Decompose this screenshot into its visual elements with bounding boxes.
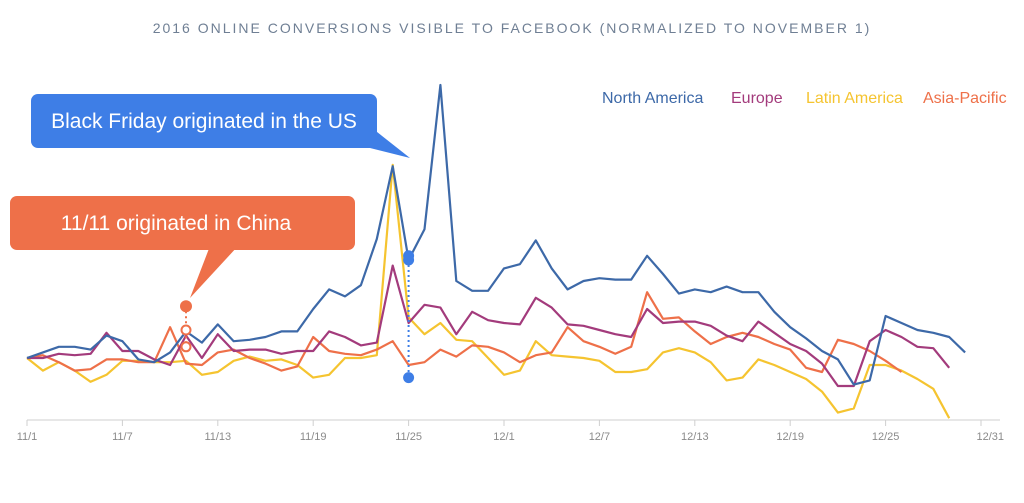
singles-day-callout-pointer <box>190 246 238 298</box>
x-tick-label: 12/25 <box>872 431 900 443</box>
x-tick-label: 12/13 <box>681 431 709 443</box>
x-tick-label: 12/31 <box>976 431 1004 443</box>
x-tick-label: 11/7 <box>112 431 133 443</box>
singles-day-marker <box>180 300 192 313</box>
black-friday-marker <box>403 250 415 262</box>
legend: North America Europe Latin America Asia-Pac… <box>602 90 1007 107</box>
x-tick-label: 12/1 <box>493 431 514 443</box>
x-tick-label: 11/25 <box>395 431 422 443</box>
singles-day-callout-box <box>10 196 355 250</box>
x-tick-label: 11/13 <box>204 431 231 443</box>
x-tick-label: 11/1 <box>17 431 38 443</box>
annotations: Black Friday originated in the US 11/11 o… <box>10 94 415 384</box>
x-tick-label: 12/19 <box>776 431 804 443</box>
black-friday-callout-text: Black Friday originated in the US <box>51 110 357 133</box>
x-axis: 11/1 11/7 11/13 11/19 11/25 12/1 12/7 12/13 12/1… <box>17 419 1004 443</box>
singles-day-callout-text: 11/11 originated in China <box>61 212 292 235</box>
chart-title: 2016 ONLINE CONVERSIONS VISIBLE TO FACEB… <box>152 20 872 36</box>
black-friday-marker <box>403 372 415 384</box>
legend-item-europe: Europe <box>731 90 783 107</box>
legend-item-asia-pacific: Asia-Pacific <box>923 90 1007 107</box>
x-tick-label: 12/7 <box>589 431 610 443</box>
series-line-latin-america <box>26 163 951 419</box>
series-line-north-america <box>26 83 966 386</box>
series-line-asia-pacific <box>26 291 903 374</box>
series-lines <box>26 83 966 419</box>
legend-item-north-america: North America <box>602 90 703 107</box>
singles-day-marker <box>180 324 192 336</box>
x-tick-label: 11/19 <box>300 431 327 443</box>
legend-item-latin-america: Latin America <box>806 90 903 107</box>
black-friday-callout-box <box>31 94 377 148</box>
singles-day-marker <box>180 341 192 353</box>
